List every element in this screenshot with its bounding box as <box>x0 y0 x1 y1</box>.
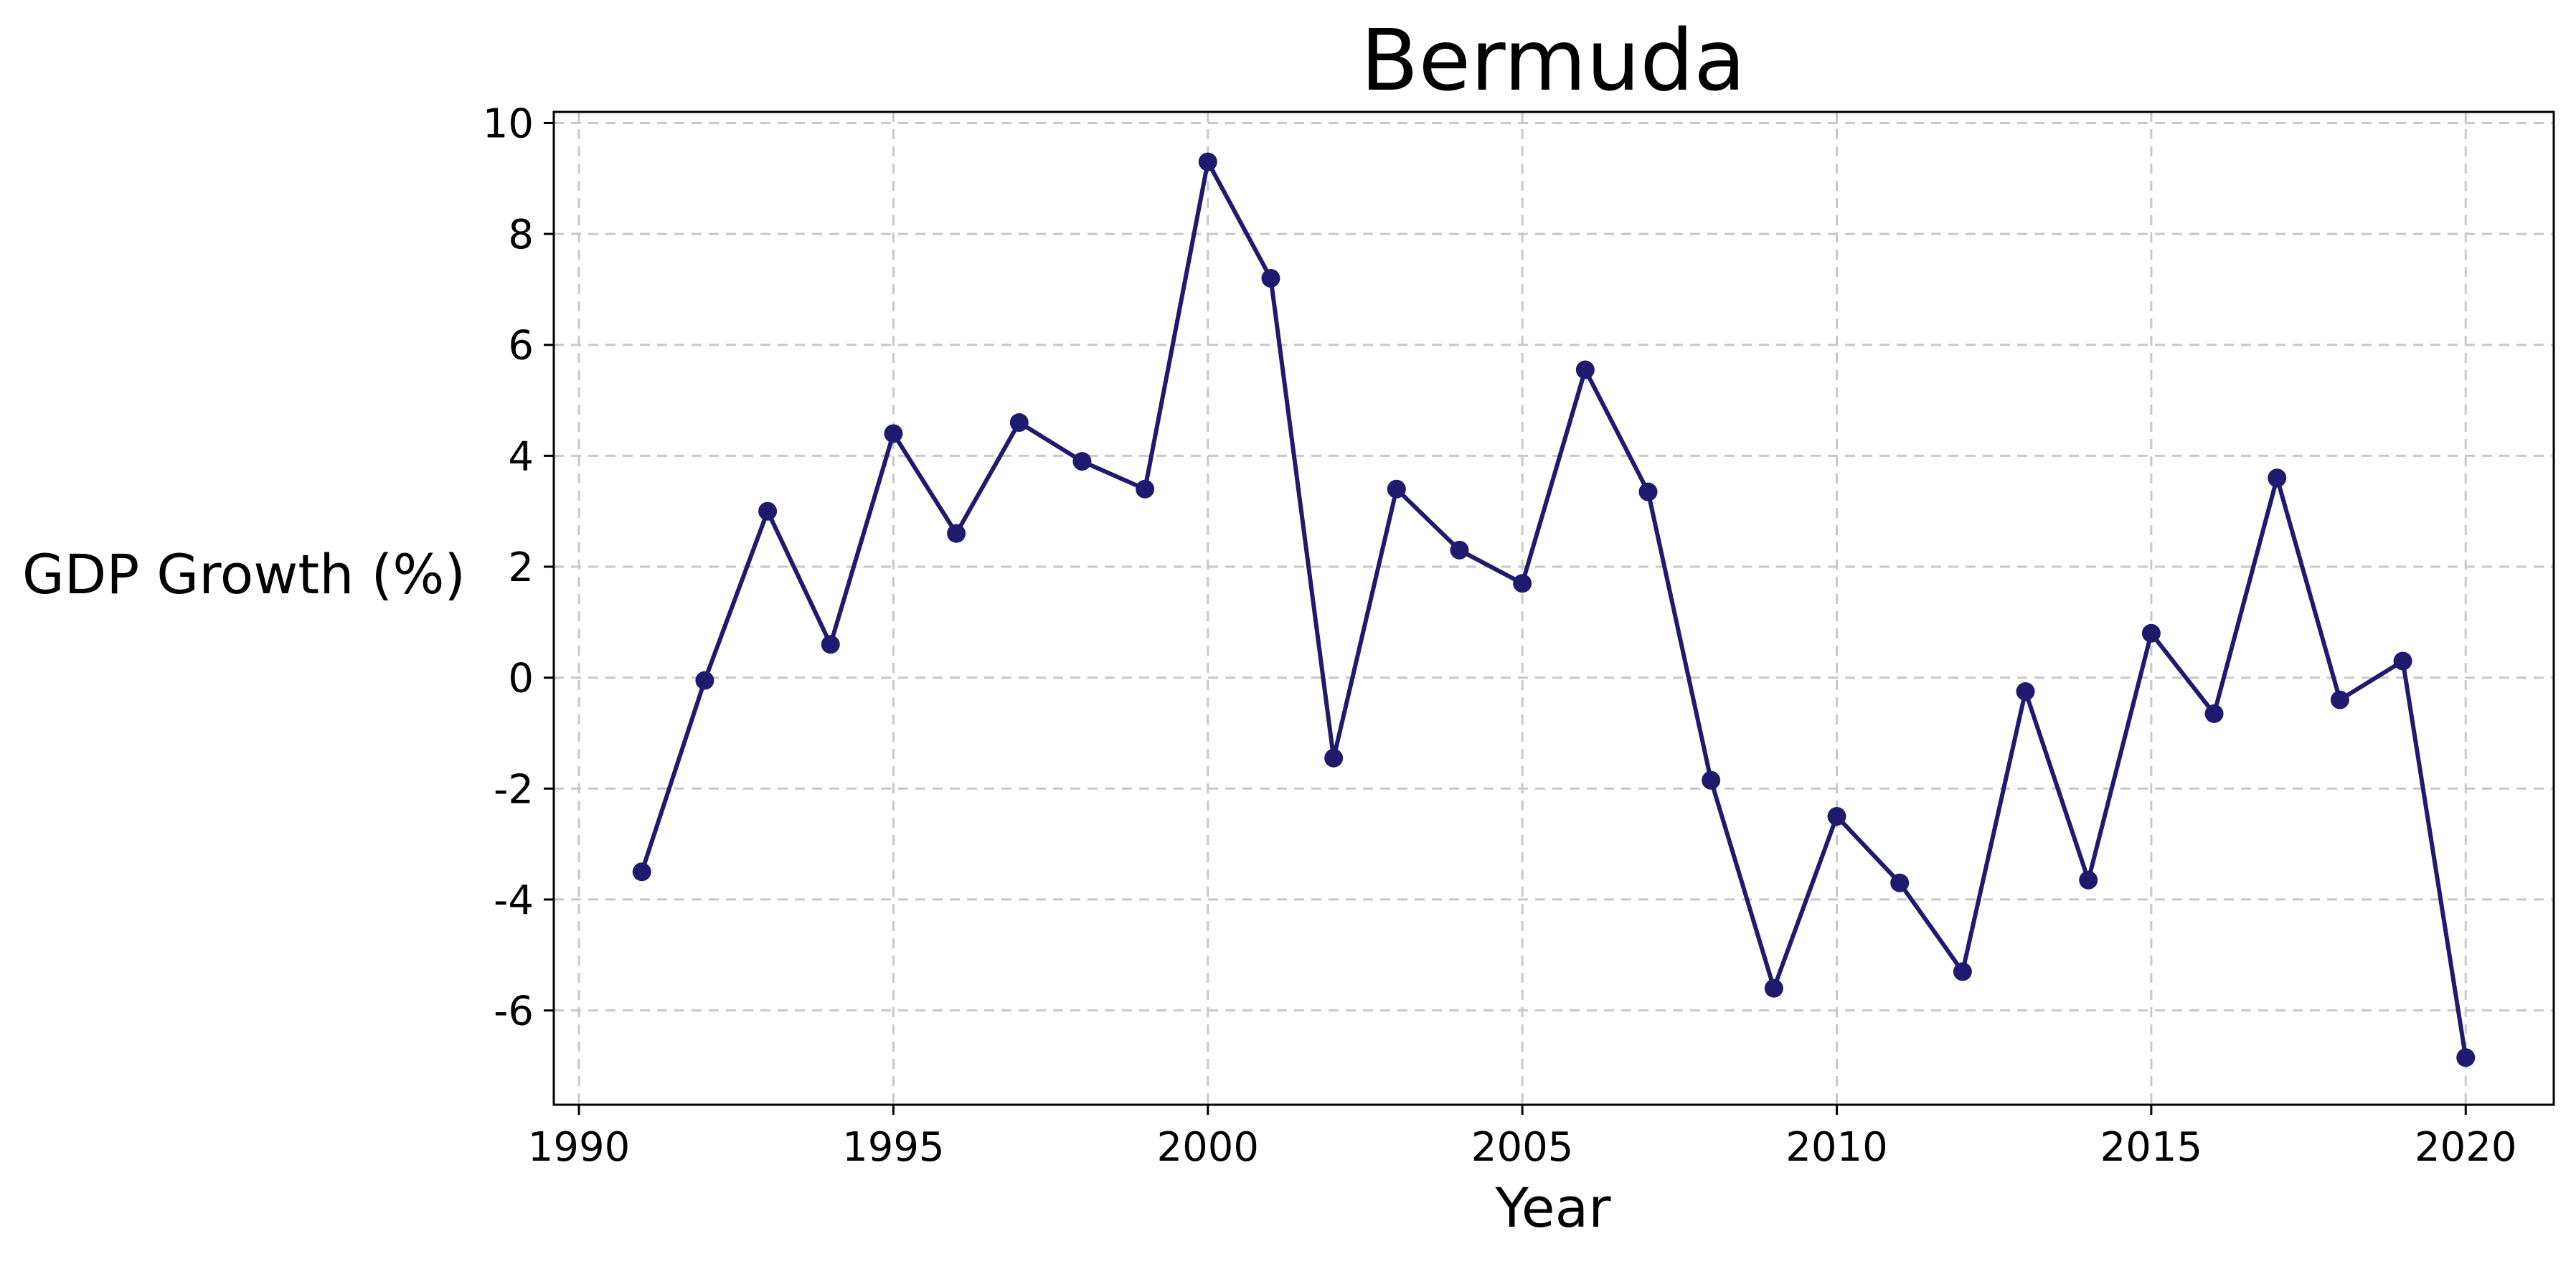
x-tick-label: 2005 <box>1471 1124 1574 1171</box>
data-point-2002 <box>1324 748 1344 768</box>
series-line <box>639 159 2468 1058</box>
grid <box>554 112 2554 1105</box>
x-tick-label: 1995 <box>842 1124 945 1171</box>
data-point-2012 <box>1953 962 1972 981</box>
data-point-2000 <box>1198 152 1217 171</box>
series <box>632 152 2476 1067</box>
data-point-1994 <box>821 635 840 654</box>
data-point-2020 <box>2456 1048 2476 1067</box>
data-point-1992 <box>695 671 714 690</box>
data-point-2008 <box>1702 770 1721 790</box>
data-point-2006 <box>1575 360 1595 379</box>
data-point-2013 <box>2016 681 2035 701</box>
data-point-1993 <box>758 501 778 521</box>
y-tick-label: 0 <box>508 656 534 702</box>
data-point-2003 <box>1387 479 1406 499</box>
y-tick-label: 2 <box>508 544 534 591</box>
x-axis: 1990 1995 2000 2005 2010 2015 2020 <box>528 1105 2517 1171</box>
data-point-2010 <box>1827 806 1846 826</box>
data-point-2011 <box>1890 873 1910 892</box>
data-point-1997 <box>1009 412 1029 432</box>
y-tick-label: 10 <box>483 100 534 147</box>
data-point-2005 <box>1513 574 1532 593</box>
x-tick-label: 2015 <box>2100 1124 2203 1171</box>
data-point-2015 <box>2141 623 2161 643</box>
data-point-1999 <box>1136 479 1155 499</box>
y-tick-label: 6 <box>508 323 534 369</box>
x-tick-label: 2000 <box>1157 1124 1260 1171</box>
data-point-2007 <box>1638 482 1658 501</box>
x-tick-label: 1990 <box>528 1124 631 1171</box>
data-point-2018 <box>2330 690 2349 709</box>
x-tick-label: 2020 <box>2415 1124 2517 1171</box>
y-axis: -6 -4 -2 0 2 4 6 8 10 <box>483 100 554 1035</box>
plot-frame <box>552 110 2555 1106</box>
data-point-1991 <box>632 862 651 882</box>
data-point-2004 <box>1450 540 1469 560</box>
y-axis-label: GDP Growth (%) <box>22 542 466 606</box>
y-tick-label: 4 <box>508 433 534 480</box>
data-point-2016 <box>2204 704 2224 723</box>
data-point-2009 <box>1764 978 1783 998</box>
y-tick-label: -4 <box>494 877 534 924</box>
chart-title: Bermuda <box>1361 11 1746 110</box>
y-tick-label: 8 <box>508 212 534 258</box>
x-tick-label: 2010 <box>1785 1124 1888 1171</box>
data-point-2017 <box>2268 468 2287 488</box>
data-point-2014 <box>2079 870 2098 890</box>
data-point-1995 <box>884 424 903 443</box>
data-point-1996 <box>947 524 966 543</box>
data-point-2001 <box>1261 268 1280 288</box>
data-point-1998 <box>1072 452 1092 471</box>
data-point-2019 <box>2393 651 2412 671</box>
x-axis-label: Year <box>1495 1176 1612 1240</box>
y-tick-label: -2 <box>494 766 534 813</box>
y-tick-label: -6 <box>494 989 534 1035</box>
